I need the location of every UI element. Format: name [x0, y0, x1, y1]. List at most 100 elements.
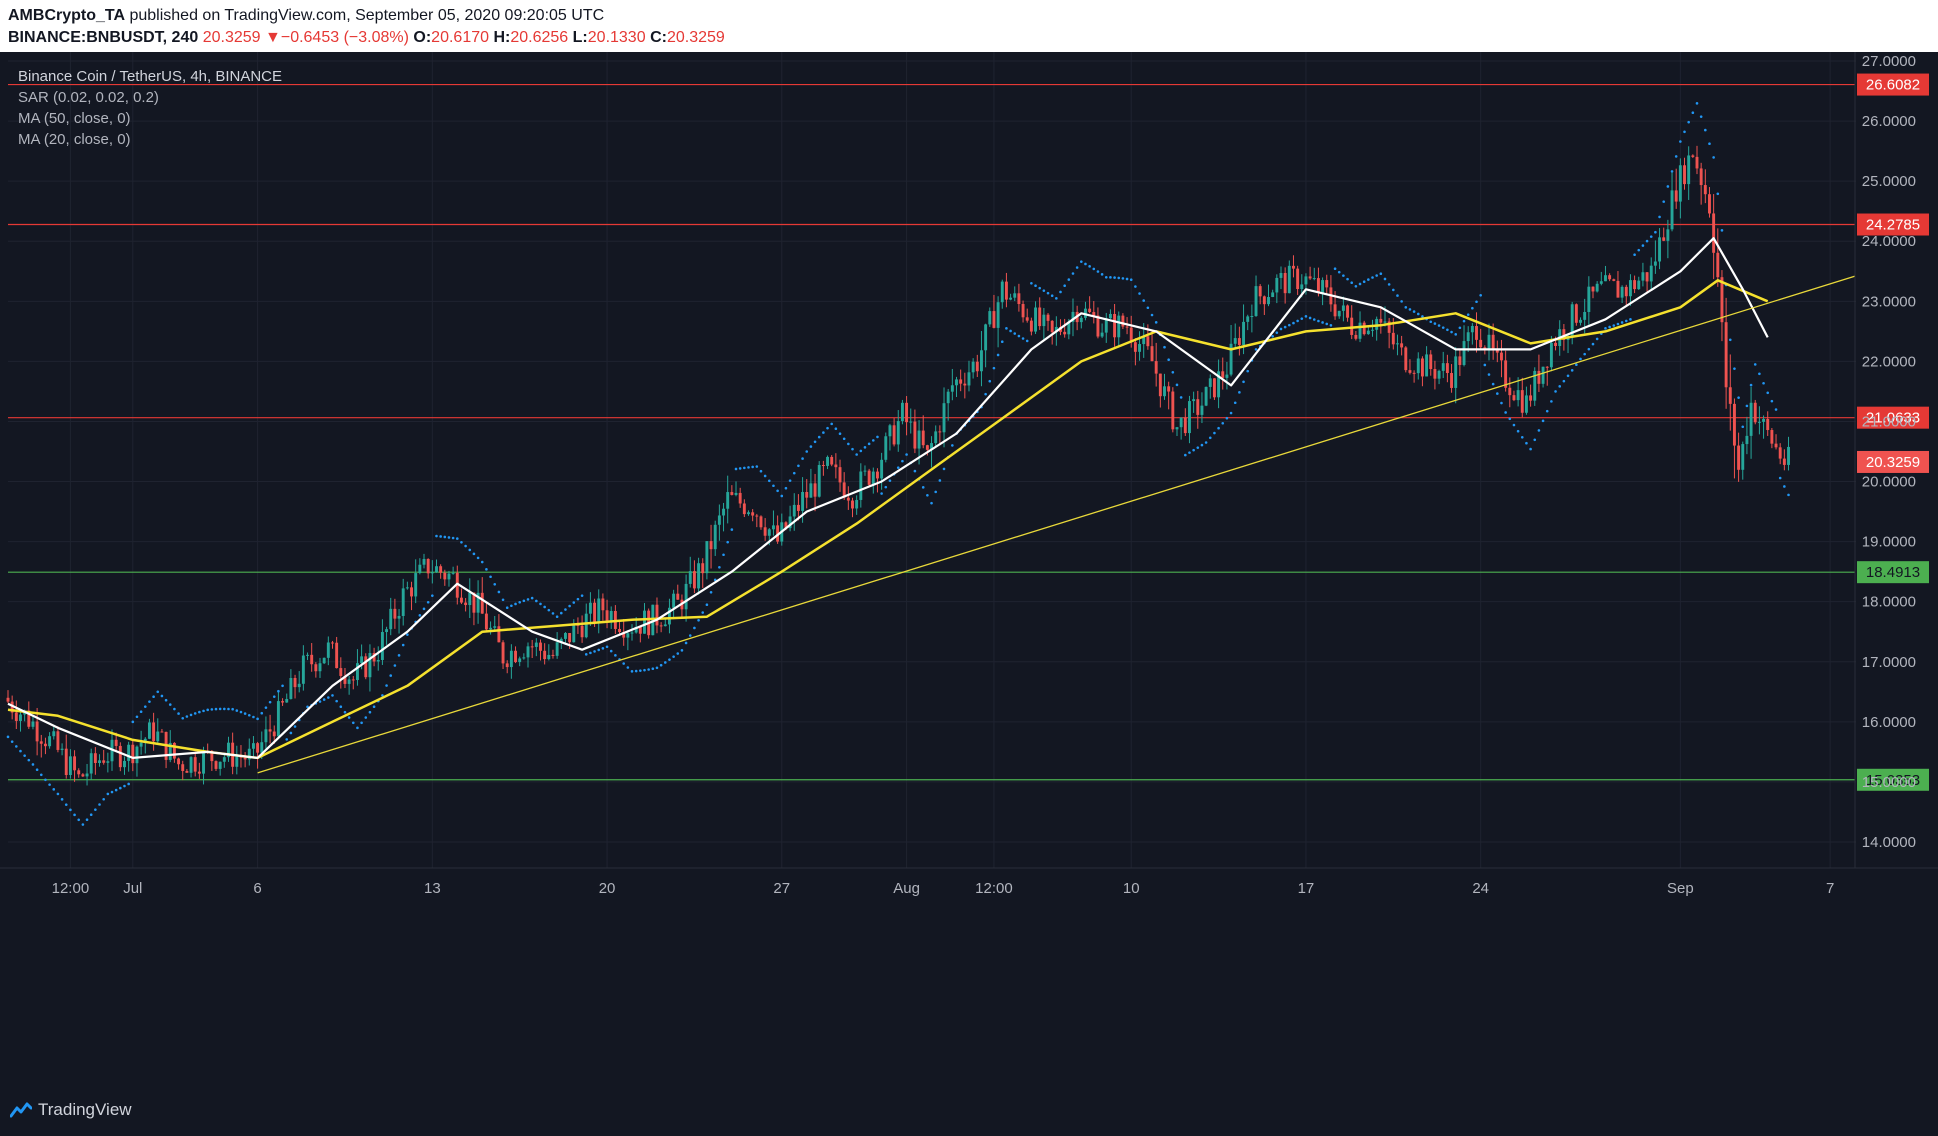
candle[interactable]	[921, 415, 925, 449]
candle[interactable]	[1150, 330, 1154, 362]
candle[interactable]	[1183, 408, 1187, 436]
candle[interactable]	[1188, 395, 1191, 444]
candle[interactable]	[505, 660, 509, 674]
candle[interactable]	[1703, 169, 1707, 204]
candle[interactable]	[755, 513, 759, 528]
candle[interactable]	[584, 603, 588, 639]
candle[interactable]	[851, 497, 854, 518]
candle[interactable]	[813, 473, 817, 512]
candle[interactable]	[289, 669, 293, 700]
candle[interactable]	[464, 598, 468, 612]
candle[interactable]	[734, 481, 738, 497]
candle[interactable]	[177, 757, 181, 770]
candle[interactable]	[1192, 391, 1196, 413]
candle[interactable]	[222, 752, 226, 768]
candle[interactable]	[1778, 443, 1782, 465]
candle[interactable]	[98, 754, 101, 767]
candle[interactable]	[243, 752, 247, 768]
candle[interactable]	[85, 763, 89, 786]
candle[interactable]	[792, 493, 796, 531]
candle[interactable]	[988, 307, 992, 327]
candle[interactable]	[1254, 275, 1258, 317]
candle[interactable]	[684, 574, 688, 622]
candle[interactable]	[306, 652, 309, 661]
candle[interactable]	[497, 614, 501, 643]
candle[interactable]	[1396, 334, 1399, 356]
candle[interactable]	[89, 748, 93, 780]
candle[interactable]	[347, 675, 351, 695]
candle[interactable]	[980, 331, 983, 387]
candle[interactable]	[522, 653, 526, 660]
candle[interactable]	[514, 646, 517, 664]
candle[interactable]	[297, 671, 301, 693]
candle[interactable]	[77, 768, 81, 778]
candle[interactable]	[443, 569, 447, 586]
candle[interactable]	[102, 749, 106, 765]
candle[interactable]	[6, 690, 10, 704]
candle[interactable]	[805, 479, 809, 509]
candle[interactable]	[351, 676, 355, 690]
candle[interactable]	[738, 487, 742, 508]
candle[interactable]	[1545, 366, 1549, 386]
ma50-line[interactable]	[7, 279, 1769, 760]
candle[interactable]	[1495, 340, 1499, 363]
candle[interactable]	[197, 762, 201, 779]
candle[interactable]	[114, 732, 118, 753]
candle[interactable]	[1608, 273, 1612, 282]
candle[interactable]	[1687, 146, 1691, 200]
candle[interactable]	[1271, 289, 1275, 298]
candle[interactable]	[264, 716, 268, 751]
candle[interactable]	[909, 408, 913, 434]
candle[interactable]	[1013, 286, 1017, 302]
candle[interactable]	[1046, 313, 1050, 331]
candle[interactable]	[659, 622, 663, 633]
candle[interactable]	[235, 745, 239, 775]
candle[interactable]	[1782, 449, 1786, 471]
candle[interactable]	[1167, 381, 1171, 410]
candle[interactable]	[422, 553, 426, 569]
candle[interactable]	[73, 750, 77, 782]
candle[interactable]	[1125, 317, 1129, 335]
candle[interactable]	[1017, 283, 1021, 312]
candle[interactable]	[855, 495, 859, 515]
candle[interactable]	[888, 423, 892, 451]
candle[interactable]	[1408, 359, 1412, 375]
candle[interactable]	[335, 636, 339, 669]
candle[interactable]	[1025, 308, 1029, 323]
candle[interactable]	[1171, 387, 1175, 433]
candle[interactable]	[1296, 265, 1300, 295]
candle[interactable]	[1462, 325, 1466, 367]
candle[interactable]	[618, 622, 621, 636]
candle[interactable]	[1071, 298, 1075, 337]
candle[interactable]	[838, 459, 842, 492]
candle[interactable]	[1708, 187, 1711, 218]
candle[interactable]	[1138, 331, 1141, 361]
candle[interactable]	[730, 485, 734, 496]
candle[interactable]	[1375, 316, 1379, 341]
candle[interactable]	[135, 745, 139, 777]
candle[interactable]	[1262, 295, 1266, 315]
candle[interactable]	[1038, 297, 1042, 330]
candle[interactable]	[1200, 392, 1204, 424]
candle[interactable]	[1354, 331, 1358, 341]
candle[interactable]	[314, 662, 318, 678]
candle[interactable]	[1662, 227, 1666, 242]
candle[interactable]	[763, 518, 767, 541]
candle[interactable]	[281, 698, 285, 706]
candle[interactable]	[1021, 300, 1025, 323]
candle[interactable]	[1412, 370, 1416, 383]
candle[interactable]	[955, 376, 958, 398]
candle[interactable]	[1574, 303, 1578, 326]
candle[interactable]	[543, 643, 547, 665]
candle[interactable]	[1516, 377, 1520, 407]
candle[interactable]	[459, 588, 463, 605]
candle[interactable]	[1470, 323, 1474, 345]
candle[interactable]	[1604, 265, 1607, 282]
candle[interactable]	[1304, 273, 1308, 295]
candle[interactable]	[1092, 301, 1096, 324]
candle[interactable]	[1088, 296, 1092, 314]
candle[interactable]	[435, 559, 438, 573]
candle[interactable]	[310, 643, 314, 672]
candle[interactable]	[68, 749, 72, 779]
candle[interactable]	[1770, 428, 1774, 449]
